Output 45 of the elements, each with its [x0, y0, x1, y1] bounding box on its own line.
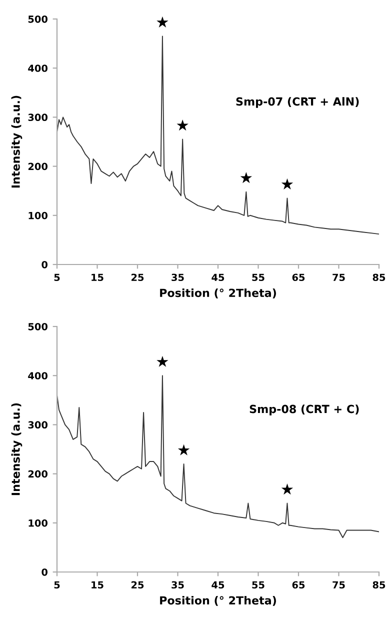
- annotation: ★: [281, 178, 294, 190]
- x-tick-label: 65: [292, 581, 305, 589]
- annotation: ★: [176, 120, 188, 131]
- x-tick-label: 55: [252, 581, 264, 589]
- annotation: ★: [156, 16, 168, 28]
- line-series: [57, 36, 379, 235]
- x-tick-label: 45: [212, 274, 224, 282]
- y-tick-label: 0: [42, 260, 48, 268]
- x-axis-title: Position (° 2Theta): [160, 288, 276, 298]
- x-tick-label: 5: [54, 581, 60, 589]
- annotation: ★: [178, 444, 190, 456]
- y-tick-label: 500: [28, 322, 48, 330]
- x-tick-label: 45: [212, 581, 224, 589]
- y-tick-label: 0: [42, 568, 48, 576]
- x-tick-label: 65: [292, 274, 305, 282]
- annotation: ★: [156, 356, 168, 367]
- y-tick-label: 300: [28, 114, 48, 122]
- y-tick-label: 400: [28, 372, 48, 380]
- x-tick-label: 85: [372, 274, 386, 282]
- x-tick-label: 5: [54, 274, 60, 282]
- x-tick-label: 75: [332, 274, 345, 282]
- annotation: ★: [240, 172, 252, 184]
- y-tick-label: 400: [28, 64, 48, 72]
- y-tick-label: 200: [28, 162, 48, 170]
- x-tick-label: 25: [132, 274, 144, 282]
- y-tick-label: 100: [28, 519, 48, 527]
- y-tick-label: 300: [28, 421, 48, 429]
- x-tick-label: 35: [172, 274, 184, 282]
- y-tick-label: 100: [28, 212, 48, 220]
- x-tick-label: 55: [252, 274, 264, 282]
- y-axis-title: Intensity (a.u.): [11, 403, 22, 496]
- y-tick-label: 500: [28, 15, 48, 23]
- annotation: Smp-07 (CRT + AlN): [236, 97, 359, 108]
- x-tick-label: 85: [372, 581, 386, 589]
- x-tick-label: 25: [132, 581, 144, 589]
- annotation: ★: [281, 483, 294, 495]
- y-tick-label: 200: [28, 470, 48, 478]
- x-tick-label: 35: [172, 581, 184, 589]
- x-axis-title: Position (° 2Theta): [160, 596, 276, 606]
- y-axis-title: Intensity (a.u.): [11, 96, 22, 188]
- line-series: [57, 375, 379, 538]
- x-tick-label: 15: [92, 581, 104, 589]
- x-tick-label: 15: [92, 274, 104, 282]
- x-tick-label: 75: [332, 581, 345, 589]
- annotation: Smp-08 (CRT + C): [250, 404, 359, 416]
